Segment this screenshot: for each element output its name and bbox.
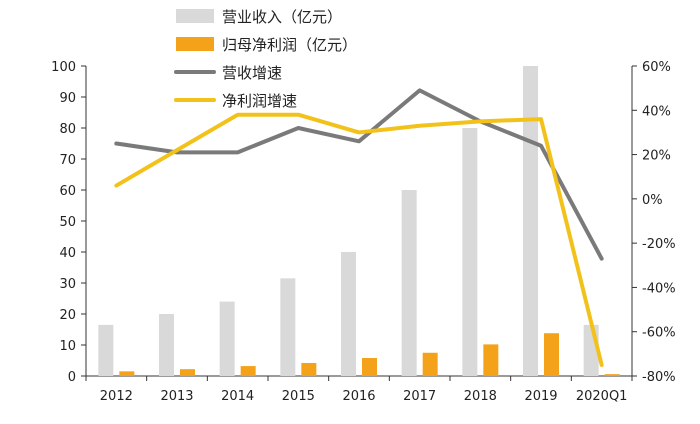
- left-tick-label: 80: [59, 122, 76, 137]
- net-profit-bar: [605, 374, 620, 376]
- right-tick-label: 0%: [642, 193, 663, 208]
- right-tick-label: -40%: [642, 281, 676, 296]
- legend-label: 净利润增速: [222, 92, 297, 110]
- right-tick-label: -80%: [642, 370, 676, 385]
- net-profit-bar: [544, 333, 559, 376]
- legend-swatch: [176, 9, 214, 23]
- net-profit-bar: [180, 369, 195, 376]
- left-tick-label: 50: [59, 215, 76, 230]
- legend-label: 营收增速: [222, 64, 282, 82]
- net-profit-bar: [301, 363, 316, 376]
- left-tick-label: 40: [59, 246, 76, 261]
- left-tick-label: 90: [59, 91, 76, 106]
- bars: [98, 66, 619, 376]
- net-profit-bar: [423, 353, 438, 376]
- revenue-bar: [523, 66, 538, 376]
- revenue-bar: [280, 278, 295, 376]
- legend-label: 营业收入（亿元）: [222, 8, 342, 26]
- revenue-bar: [402, 190, 417, 376]
- left-tick-label: 10: [59, 339, 76, 354]
- right-tick-label: -60%: [642, 326, 676, 341]
- x-tick-label: 2013: [160, 389, 193, 404]
- left-tick-label: 60: [59, 184, 76, 199]
- legend-label: 归母净利润（亿元）: [222, 36, 357, 54]
- revenue-bar: [159, 314, 174, 376]
- left-tick-label: 70: [59, 153, 76, 168]
- x-tick-label: 2015: [282, 389, 315, 404]
- x-tick-label: 2012: [100, 389, 133, 404]
- left-tick-label: 30: [59, 277, 76, 292]
- net-profit-bar: [483, 344, 498, 376]
- right-tick-label: 60%: [642, 60, 671, 75]
- x-tick-label: 2014: [221, 389, 254, 404]
- revenue-bar: [341, 252, 356, 376]
- left-tick-label: 100: [51, 60, 76, 75]
- left-tick-label: 20: [59, 308, 76, 323]
- x-tick-label: 2016: [342, 389, 375, 404]
- net-profit-bar: [119, 371, 134, 376]
- right-tick-label: 40%: [642, 104, 671, 119]
- x-tick-label: 2020Q1: [576, 389, 628, 404]
- net-profit-bar: [241, 366, 256, 376]
- left-tick-label: 0: [68, 370, 76, 385]
- right-tick-label: -20%: [642, 237, 676, 252]
- net-profit-bar: [362, 358, 377, 376]
- revenue-bar: [220, 302, 235, 376]
- revenue-bar: [462, 128, 477, 376]
- x-tick-label: 2017: [403, 389, 436, 404]
- x-tick-label: 2019: [524, 389, 557, 404]
- axes: 0 10 20 30 40 50 60 70 80 90 100 -80% -60% -40% -20% 0%…: [51, 60, 675, 404]
- revenue-bar: [98, 325, 113, 376]
- x-tick-label: 2018: [464, 389, 497, 404]
- legend-swatch: [176, 37, 214, 51]
- right-tick-label: 20%: [642, 149, 671, 164]
